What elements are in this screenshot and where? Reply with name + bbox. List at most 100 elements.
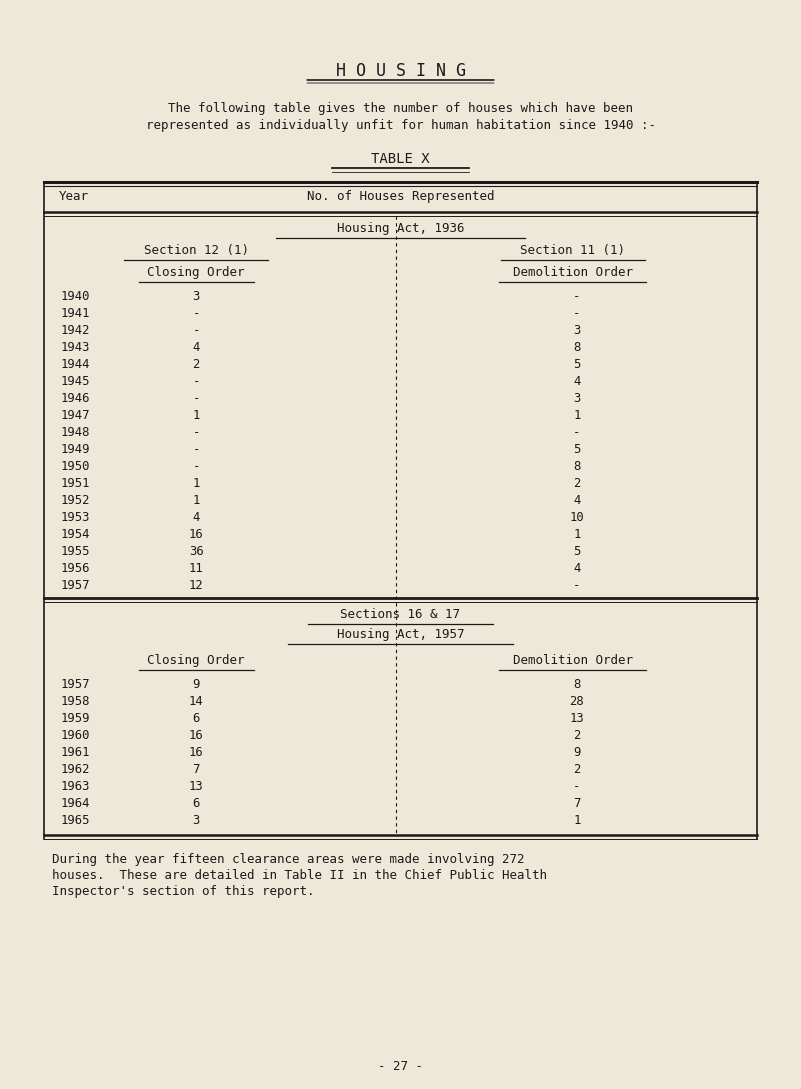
Text: -: - — [573, 307, 581, 320]
Text: 1947: 1947 — [60, 409, 90, 423]
Text: 9: 9 — [192, 678, 200, 692]
Text: 1945: 1945 — [60, 375, 90, 388]
Text: 1963: 1963 — [60, 780, 90, 793]
Text: Housing Act, 1957: Housing Act, 1957 — [336, 628, 465, 641]
Text: 1955: 1955 — [60, 544, 90, 558]
Text: -: - — [573, 579, 581, 592]
Text: 1940: 1940 — [60, 290, 90, 303]
Text: 1943: 1943 — [60, 341, 90, 354]
Text: 8: 8 — [573, 678, 581, 692]
Text: 7: 7 — [192, 763, 200, 776]
Text: 13: 13 — [189, 780, 203, 793]
Text: houses.  These are detailed in Table II in the Chief Public Health: houses. These are detailed in Table II i… — [52, 869, 547, 882]
Text: 1946: 1946 — [60, 392, 90, 405]
Text: 1960: 1960 — [60, 729, 90, 742]
Text: Housing Act, 1936: Housing Act, 1936 — [336, 222, 465, 235]
Text: 2: 2 — [573, 729, 581, 742]
Text: 1942: 1942 — [60, 325, 90, 337]
Text: 3: 3 — [573, 392, 581, 405]
Text: 1954: 1954 — [60, 528, 90, 541]
Text: 1957: 1957 — [60, 579, 90, 592]
Text: 13: 13 — [570, 712, 584, 725]
Text: 1958: 1958 — [60, 695, 90, 708]
Text: 10: 10 — [570, 511, 584, 524]
Text: Section 12 (1): Section 12 (1) — [143, 244, 249, 257]
Text: 1959: 1959 — [60, 712, 90, 725]
Text: 4: 4 — [192, 341, 200, 354]
Text: - 27 -: - 27 - — [378, 1060, 423, 1073]
Text: -: - — [192, 392, 200, 405]
Text: Year: Year — [58, 189, 88, 203]
Text: 2: 2 — [573, 477, 581, 490]
Text: 4: 4 — [573, 494, 581, 507]
Text: 1949: 1949 — [60, 443, 90, 456]
Text: 8: 8 — [573, 460, 581, 473]
Text: 5: 5 — [573, 358, 581, 371]
Text: 16: 16 — [189, 746, 203, 759]
Text: 8: 8 — [573, 341, 581, 354]
Text: 2: 2 — [192, 358, 200, 371]
Text: represented as individually unfit for human habitation since 1940 :-: represented as individually unfit for hu… — [146, 119, 655, 132]
Text: Demolition Order: Demolition Order — [513, 266, 633, 279]
Text: 1962: 1962 — [60, 763, 90, 776]
Text: 5: 5 — [573, 443, 581, 456]
Text: No. of Houses Represented: No. of Houses Represented — [307, 189, 494, 203]
Text: -: - — [192, 443, 200, 456]
Text: Closing Order: Closing Order — [147, 654, 245, 666]
Text: -: - — [192, 375, 200, 388]
Text: 1950: 1950 — [60, 460, 90, 473]
Text: 6: 6 — [192, 712, 200, 725]
Text: -: - — [192, 307, 200, 320]
Text: Demolition Order: Demolition Order — [513, 654, 633, 666]
Text: 4: 4 — [573, 375, 581, 388]
Text: 36: 36 — [189, 544, 203, 558]
Text: 5: 5 — [573, 544, 581, 558]
Text: 4: 4 — [573, 562, 581, 575]
Text: 1952: 1952 — [60, 494, 90, 507]
Text: 2: 2 — [573, 763, 581, 776]
Text: 14: 14 — [189, 695, 203, 708]
Text: -: - — [192, 460, 200, 473]
Text: 1: 1 — [192, 477, 200, 490]
Text: 1: 1 — [192, 494, 200, 507]
Text: 1951: 1951 — [60, 477, 90, 490]
Text: 1: 1 — [192, 409, 200, 423]
Text: 3: 3 — [192, 813, 200, 827]
Text: 12: 12 — [189, 579, 203, 592]
Text: 1941: 1941 — [60, 307, 90, 320]
Text: 7: 7 — [573, 797, 581, 810]
Text: 1956: 1956 — [60, 562, 90, 575]
Text: 1953: 1953 — [60, 511, 90, 524]
Text: 1965: 1965 — [60, 813, 90, 827]
Text: Sections 16 & 17: Sections 16 & 17 — [340, 608, 461, 621]
Text: 1964: 1964 — [60, 797, 90, 810]
Text: 3: 3 — [192, 290, 200, 303]
Text: 1957: 1957 — [60, 678, 90, 692]
Text: 3: 3 — [573, 325, 581, 337]
Text: H O U S I N G: H O U S I N G — [336, 62, 465, 79]
Text: 16: 16 — [189, 528, 203, 541]
Text: Inspector's section of this report.: Inspector's section of this report. — [52, 885, 315, 898]
Text: 6: 6 — [192, 797, 200, 810]
Text: -: - — [573, 426, 581, 439]
Text: 1948: 1948 — [60, 426, 90, 439]
Text: 1: 1 — [573, 528, 581, 541]
Text: Section 11 (1): Section 11 (1) — [520, 244, 626, 257]
Text: -: - — [192, 426, 200, 439]
Text: TABLE X: TABLE X — [371, 152, 430, 166]
Text: -: - — [192, 325, 200, 337]
Text: 11: 11 — [189, 562, 203, 575]
Text: 4: 4 — [192, 511, 200, 524]
Text: 9: 9 — [573, 746, 581, 759]
Text: -: - — [573, 780, 581, 793]
Text: 1: 1 — [573, 409, 581, 423]
Text: 28: 28 — [570, 695, 584, 708]
Text: The following table gives the number of houses which have been: The following table gives the number of … — [168, 102, 633, 115]
Text: 1: 1 — [573, 813, 581, 827]
Text: 1944: 1944 — [60, 358, 90, 371]
Text: During the year fifteen clearance areas were made involving 272: During the year fifteen clearance areas … — [52, 853, 525, 866]
Text: Closing Order: Closing Order — [147, 266, 245, 279]
Text: 1961: 1961 — [60, 746, 90, 759]
Text: -: - — [573, 290, 581, 303]
Text: 16: 16 — [189, 729, 203, 742]
